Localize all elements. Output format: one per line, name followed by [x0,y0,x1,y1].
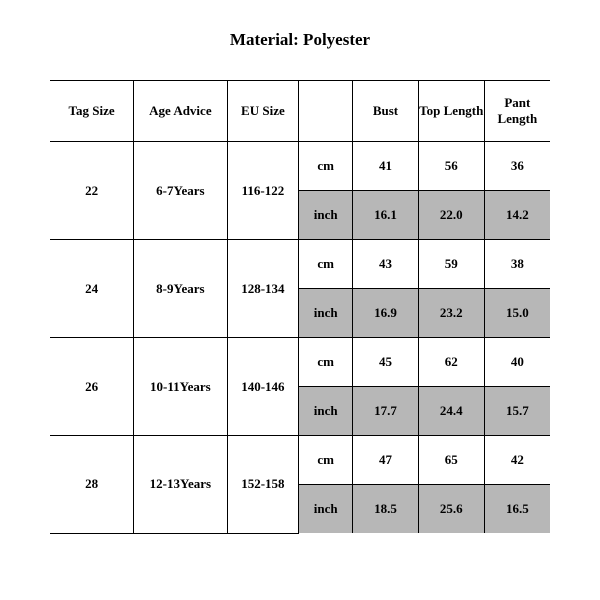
cell-unit-cm: cm [299,142,353,191]
col-eu-size: EU Size [227,81,299,142]
cell-age: 6-7Years [134,142,227,240]
table-row: 26 10-11Years 140-146 cm 45 62 40 [50,338,550,387]
cell-tag: 22 [50,142,134,240]
size-table: Tag Size Age Advice EU Size Bust Top Len… [50,80,550,534]
cell-bust-cm: 43 [353,240,419,289]
cell-bust-inch: 17.7 [353,387,419,436]
cell-bust-inch: 16.1 [353,191,419,240]
cell-bust-cm: 45 [353,338,419,387]
cell-tag: 28 [50,436,134,534]
cell-pant-cm: 40 [484,338,550,387]
cell-unit-cm: cm [299,240,353,289]
cell-top-inch: 23.2 [418,289,484,338]
cell-pant-cm: 38 [484,240,550,289]
cell-pant-inch: 14.2 [484,191,550,240]
cell-tag: 24 [50,240,134,338]
cell-unit-inch: inch [299,191,353,240]
col-unit [299,81,353,142]
cell-eu: 140-146 [227,338,299,436]
cell-unit-cm: cm [299,338,353,387]
table-row: 24 8-9Years 128-134 cm 43 59 38 [50,240,550,289]
cell-age: 12-13Years [134,436,227,534]
cell-age: 8-9Years [134,240,227,338]
cell-unit-cm: cm [299,436,353,485]
col-bust: Bust [353,81,419,142]
cell-top-cm: 56 [418,142,484,191]
cell-bust-cm: 41 [353,142,419,191]
cell-top-cm: 62 [418,338,484,387]
cell-top-inch: 22.0 [418,191,484,240]
cell-eu: 152-158 [227,436,299,534]
cell-unit-inch: inch [299,485,353,534]
cell-pant-cm: 42 [484,436,550,485]
table-row: 28 12-13Years 152-158 cm 47 65 42 [50,436,550,485]
header-row: Tag Size Age Advice EU Size Bust Top Len… [50,81,550,142]
cell-top-inch: 24.4 [418,387,484,436]
cell-top-cm: 65 [418,436,484,485]
col-age-advice: Age Advice [134,81,227,142]
col-top-length: Top Length [418,81,484,142]
cell-bust-inch: 16.9 [353,289,419,338]
cell-eu: 116-122 [227,142,299,240]
material-title: Material: Polyester [50,30,550,50]
cell-bust-cm: 47 [353,436,419,485]
cell-unit-inch: inch [299,289,353,338]
cell-pant-inch: 15.0 [484,289,550,338]
table-row: 22 6-7Years 116-122 cm 41 56 36 [50,142,550,191]
cell-tag: 26 [50,338,134,436]
cell-pant-inch: 15.7 [484,387,550,436]
col-pant-length: Pant Length [484,81,550,142]
col-tag-size: Tag Size [50,81,134,142]
cell-age: 10-11Years [134,338,227,436]
cell-eu: 128-134 [227,240,299,338]
cell-pant-inch: 16.5 [484,485,550,534]
cell-bust-inch: 18.5 [353,485,419,534]
cell-top-inch: 25.6 [418,485,484,534]
cell-unit-inch: inch [299,387,353,436]
cell-pant-cm: 36 [484,142,550,191]
cell-top-cm: 59 [418,240,484,289]
page: Material: Polyester Tag Size Age Advice … [0,0,600,600]
